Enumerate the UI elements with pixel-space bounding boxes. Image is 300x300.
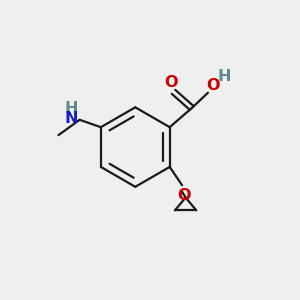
Text: O: O xyxy=(177,188,190,202)
Text: H: H xyxy=(218,70,231,85)
Text: H: H xyxy=(65,101,78,116)
Text: N: N xyxy=(65,111,78,126)
Text: O: O xyxy=(206,78,220,93)
Text: O: O xyxy=(164,75,178,90)
